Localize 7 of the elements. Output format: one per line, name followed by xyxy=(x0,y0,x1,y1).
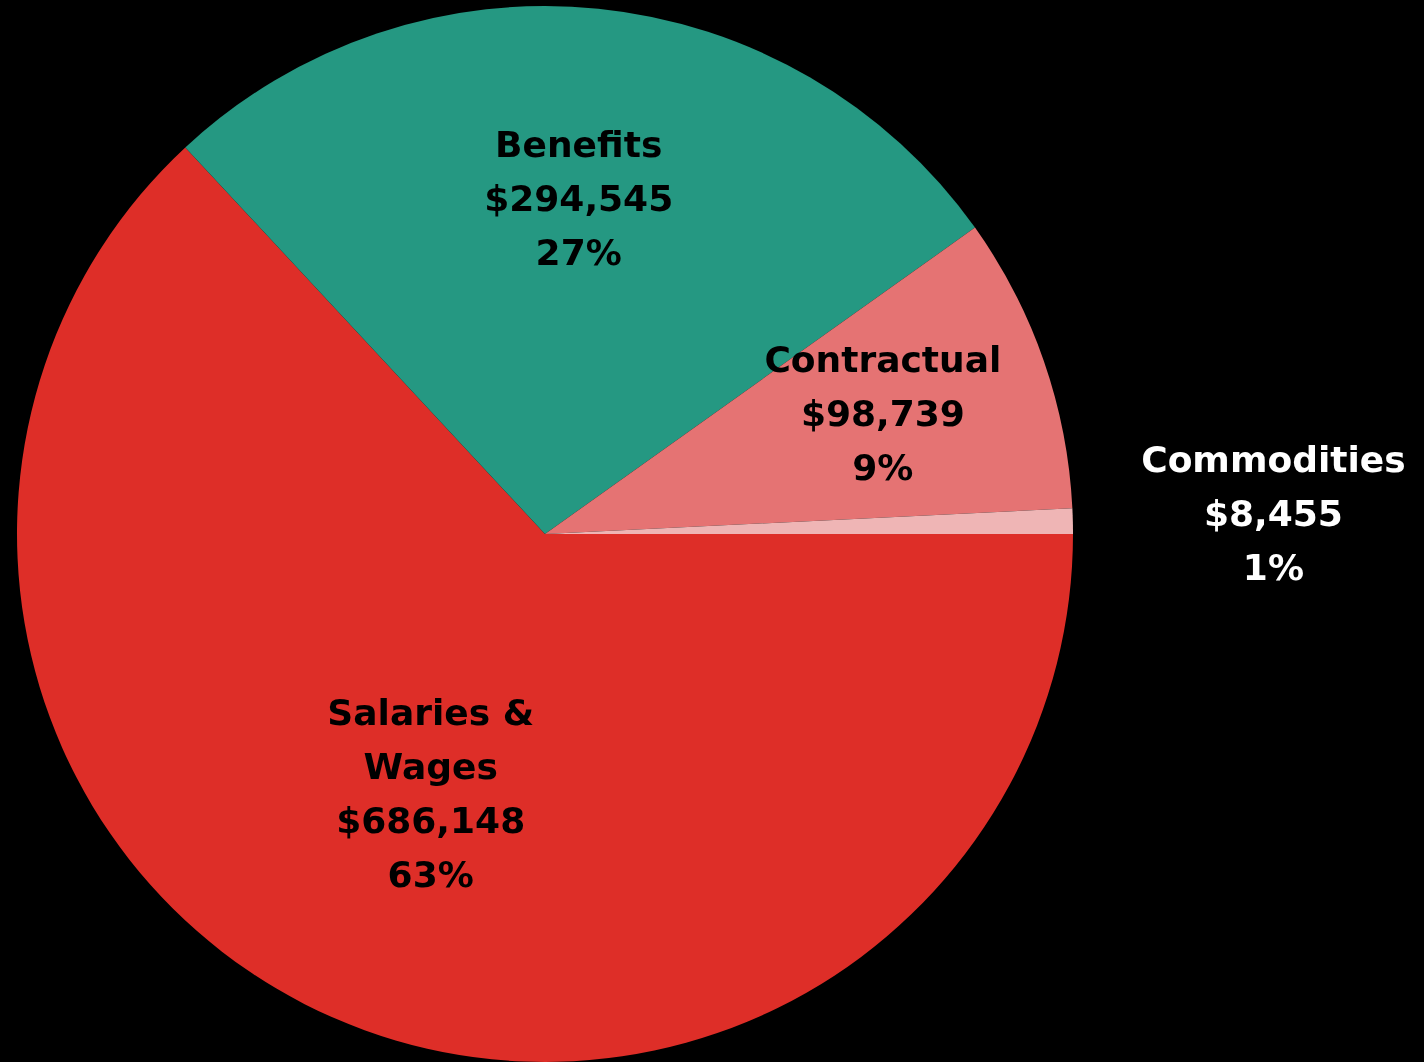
slice-label: Salaries & Wages xyxy=(327,691,535,787)
data-label: $294,545 27% xyxy=(484,178,674,274)
slice-label: Commodities xyxy=(1141,438,1406,480)
data-label: $98,739 9% xyxy=(800,393,965,489)
data-label: $8,455 1% xyxy=(1203,492,1343,588)
slice-label: Benefits xyxy=(495,124,663,166)
data-label: $686,148 63% xyxy=(336,799,526,895)
